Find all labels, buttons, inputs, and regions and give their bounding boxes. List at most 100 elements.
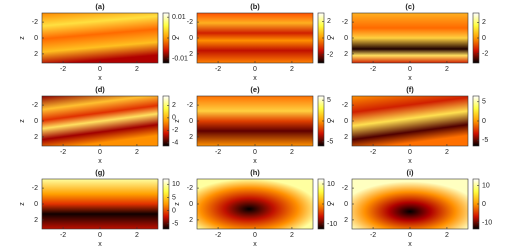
x-tick-label: 2 bbox=[290, 149, 294, 156]
colorbar-tick-label: -2 bbox=[327, 52, 333, 59]
colorbar bbox=[473, 13, 479, 63]
colorbar-tick-label: 5 bbox=[172, 194, 176, 201]
y-tick-label: 2 bbox=[344, 134, 348, 141]
y-tick-label: 2 bbox=[34, 217, 38, 224]
y-tick-label: 2 bbox=[34, 134, 38, 141]
heatmap-field bbox=[197, 13, 313, 63]
x-tick-label: -2 bbox=[60, 149, 66, 156]
heatmap-field bbox=[352, 179, 468, 229]
x-tick-label: 2 bbox=[135, 149, 139, 156]
y-tick-label: -2 bbox=[32, 102, 38, 109]
colorbar-tick-label: -5 bbox=[172, 221, 178, 228]
colorbar bbox=[163, 13, 169, 63]
y-tick-label: -2 bbox=[342, 19, 348, 26]
colorbar-tick-label: -10 bbox=[482, 219, 492, 226]
colorbar bbox=[318, 179, 324, 229]
panel-title: (h) bbox=[250, 168, 260, 177]
x-tick-label: 0 bbox=[98, 66, 102, 73]
x-tick-label: 0 bbox=[253, 66, 257, 73]
x-tick-label: 0 bbox=[408, 66, 412, 73]
colorbar-tick-label: 5 bbox=[482, 99, 486, 106]
y-tick-label: 0 bbox=[34, 201, 38, 208]
x-tick-label: 2 bbox=[135, 66, 139, 73]
colorbar-tick-label: 2 bbox=[172, 102, 176, 109]
colorbar-tick-label: 0 bbox=[482, 35, 486, 42]
y-tick-label: 0 bbox=[189, 118, 193, 125]
x-tick-label: -2 bbox=[215, 232, 221, 239]
y-tick-label: 2 bbox=[189, 217, 193, 224]
panel-title: (b) bbox=[250, 2, 260, 11]
y-axis-label: z bbox=[174, 119, 181, 123]
x-tick-label: -2 bbox=[60, 232, 66, 239]
panel-title: (c) bbox=[405, 2, 415, 11]
heatmap-field bbox=[197, 179, 313, 229]
heatmap-field bbox=[42, 13, 158, 63]
x-tick-label: 2 bbox=[290, 232, 294, 239]
colorbar-tick-label: 10 bbox=[172, 181, 180, 188]
x-tick-label: 2 bbox=[445, 66, 449, 73]
y-tick-label: -2 bbox=[187, 102, 193, 109]
colorbar-tick-label: 5 bbox=[327, 97, 331, 104]
colorbar-frame bbox=[162, 95, 170, 147]
y-axis-label: z bbox=[174, 202, 181, 206]
x-axis-label: x bbox=[253, 75, 257, 82]
colorbar-tick-label: -5 bbox=[327, 139, 333, 146]
y-tick-label: 2 bbox=[189, 51, 193, 58]
y-tick-label: 0 bbox=[344, 118, 348, 125]
colorbar-tick-label: 10 bbox=[482, 182, 490, 189]
x-tick-label: -2 bbox=[370, 66, 376, 73]
x-tick-label: -2 bbox=[215, 66, 221, 73]
colorbar-tick-label: 0 bbox=[172, 115, 176, 122]
panel-title: (i) bbox=[406, 168, 414, 177]
y-tick-label: 0 bbox=[344, 201, 348, 208]
y-axis-label: z bbox=[19, 202, 26, 206]
colorbar-tick-label: 0 bbox=[172, 207, 176, 214]
colorbar-tick-label: 0 bbox=[327, 201, 331, 208]
y-tick-label: 0 bbox=[34, 35, 38, 42]
heatmap-field bbox=[42, 179, 158, 229]
x-tick-label: 2 bbox=[445, 149, 449, 156]
y-tick-label: -2 bbox=[187, 185, 193, 192]
colorbar-frame bbox=[162, 178, 170, 230]
y-axis-label: z bbox=[19, 36, 26, 40]
x-tick-label: 2 bbox=[290, 66, 294, 73]
panel-title: (a) bbox=[95, 2, 105, 11]
colorbar-tick-label: -4 bbox=[172, 140, 178, 147]
y-tick-label: -2 bbox=[32, 19, 38, 26]
x-tick-label: -2 bbox=[370, 149, 376, 156]
colorbar bbox=[473, 179, 479, 229]
x-axis-label: x bbox=[408, 158, 412, 165]
x-tick-label: 2 bbox=[135, 232, 139, 239]
x-axis-label: x bbox=[408, 75, 412, 82]
y-tick-label: -2 bbox=[187, 19, 193, 26]
y-axis-label: z bbox=[19, 119, 26, 123]
y-tick-label: -2 bbox=[342, 185, 348, 192]
x-axis-label: x bbox=[253, 158, 257, 165]
colorbar-tick-label: -5 bbox=[482, 137, 488, 144]
x-tick-label: 0 bbox=[253, 149, 257, 156]
y-tick-label: -2 bbox=[342, 102, 348, 109]
x-axis-label: x bbox=[98, 241, 102, 248]
colorbar-tick-label: -2 bbox=[482, 50, 488, 57]
heatmap-field bbox=[352, 96, 468, 146]
x-tick-label: -2 bbox=[60, 66, 66, 73]
colorbar-tick-label: 10 bbox=[327, 181, 335, 188]
colorbar bbox=[318, 96, 324, 146]
colorbar-tick-label: 0 bbox=[327, 35, 331, 42]
colorbar bbox=[163, 96, 169, 146]
heatmap-field bbox=[42, 96, 158, 146]
y-axis-label: z bbox=[174, 36, 181, 40]
colorbar-tick-label: 0 bbox=[482, 118, 486, 125]
y-axis-label: z bbox=[329, 36, 336, 40]
x-axis-label: x bbox=[253, 241, 257, 248]
x-tick-label: 0 bbox=[98, 149, 102, 156]
colorbar-tick-label: -0.01 bbox=[172, 56, 188, 63]
y-tick-label: 2 bbox=[344, 217, 348, 224]
y-tick-label: -2 bbox=[32, 185, 38, 192]
y-tick-label: 2 bbox=[34, 51, 38, 58]
y-tick-label: 0 bbox=[34, 118, 38, 125]
y-tick-label: 0 bbox=[344, 35, 348, 42]
colorbar-tick-label: 0 bbox=[172, 35, 176, 42]
x-tick-label: 0 bbox=[98, 232, 102, 239]
panel-title: (d) bbox=[95, 85, 105, 94]
